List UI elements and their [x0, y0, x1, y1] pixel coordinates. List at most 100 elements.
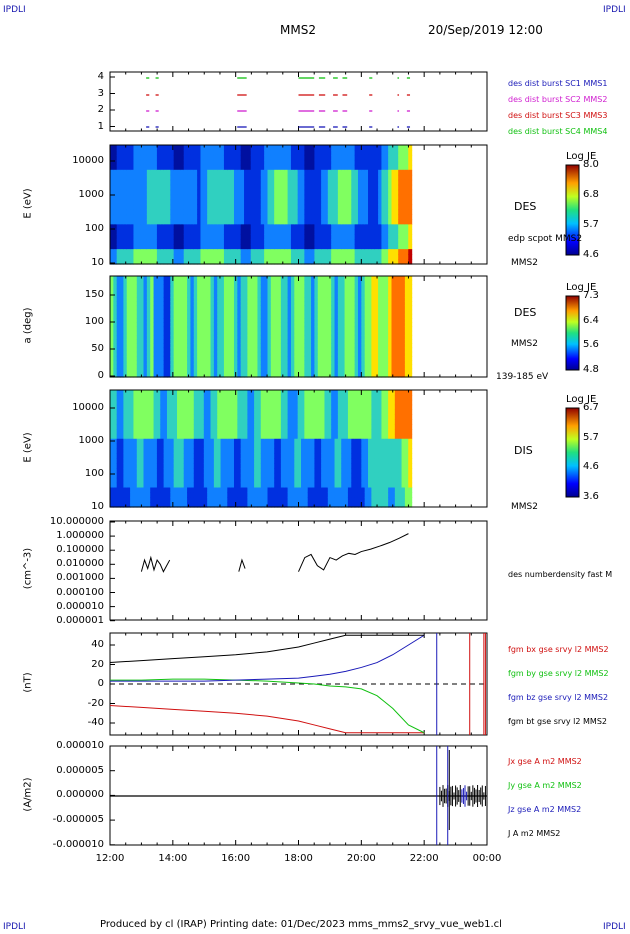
heatmap-cell — [337, 334, 342, 340]
heatmap-cell — [301, 164, 305, 171]
heatmap-cell — [368, 174, 372, 181]
heatmap-cell — [384, 334, 389, 340]
heatmap-cell — [361, 224, 366, 230]
heatmap-cell — [140, 477, 145, 484]
heatmap-cell — [257, 297, 262, 302]
heatmap-cell — [378, 297, 383, 302]
heatmap-cell — [408, 276, 413, 281]
heatmap-cell — [153, 214, 158, 220]
heatmap-cell — [357, 239, 362, 245]
heatmap-cell — [120, 305, 125, 311]
heatmap-cell — [187, 487, 192, 493]
heatmap-cell — [274, 174, 279, 181]
heatmap-cell — [136, 502, 141, 508]
heatmap-cell — [213, 189, 218, 196]
heatmap-cell — [401, 184, 406, 191]
heatmap-cell — [113, 159, 118, 166]
heatmap-cell — [163, 360, 168, 365]
heatmap-cell — [220, 159, 225, 166]
heatmap-cell — [173, 355, 178, 361]
heatmap-cell — [354, 174, 359, 181]
heatmap-cell — [197, 179, 202, 186]
heatmap-cell — [166, 244, 171, 250]
heatmap-cell — [166, 339, 171, 344]
heatmap-cell — [314, 351, 319, 357]
heatmap-cell — [394, 301, 399, 307]
heatmap-cell — [331, 259, 336, 265]
heatmap-cell — [381, 204, 386, 211]
heatmap-cell — [384, 249, 389, 255]
heatmap-cell — [110, 368, 114, 374]
heatmap-cell — [123, 318, 128, 323]
heatmap-cell — [143, 169, 148, 176]
heatmap-cell — [173, 305, 178, 311]
heatmap-cell — [146, 297, 151, 302]
heatmap-cell — [287, 194, 292, 201]
heatmap-cell — [304, 368, 309, 374]
heatmap-cell — [170, 259, 175, 265]
heatmap-cell — [317, 199, 322, 206]
heatmap-cell — [163, 189, 168, 196]
heatmap-cell — [388, 164, 393, 171]
heatmap-cell — [401, 154, 406, 161]
heatmap-cell — [398, 334, 403, 340]
heatmap-cell — [401, 364, 406, 370]
heatmap-cell — [120, 154, 125, 161]
heatmap-cell — [190, 179, 195, 186]
heatmap-cell — [371, 351, 376, 357]
heatmap-cell — [217, 154, 222, 161]
heatmap-cell — [304, 276, 309, 281]
heatmap-cell — [120, 347, 125, 353]
heatmap-cell — [177, 309, 181, 315]
heatmap-cell — [391, 351, 396, 357]
heatmap-cell — [391, 360, 396, 365]
heatmap-cell — [347, 334, 352, 340]
heatmap-cell — [270, 297, 275, 302]
heatmap-cell — [197, 234, 202, 240]
heatmap-cell — [294, 204, 299, 211]
heatmap-cell — [267, 368, 272, 374]
heatmap-cell — [143, 204, 148, 211]
heatmap-cell — [361, 249, 366, 255]
heatmap-cell — [250, 360, 255, 365]
heatmap-cell — [304, 189, 309, 196]
heatmap-cell — [130, 179, 135, 186]
heatmap-cell — [113, 209, 118, 216]
heatmap-cell — [294, 330, 299, 336]
heatmap-cell — [371, 204, 376, 211]
heatmap-cell — [260, 339, 265, 344]
heatmap-cell — [123, 288, 128, 294]
heatmap-cell — [388, 169, 393, 176]
heatmap-cell — [133, 199, 138, 206]
heatmap-cell — [334, 347, 339, 353]
heatmap-cell — [113, 424, 118, 430]
heatmap-cell — [156, 497, 161, 503]
heatmap-cell — [267, 305, 272, 311]
heatmap-cell — [324, 234, 329, 240]
heatmap-cell — [327, 330, 332, 336]
heatmap-cell — [170, 343, 175, 349]
heatmap-cell — [227, 249, 232, 255]
heatmap-cell — [173, 301, 178, 307]
heatmap-cell — [220, 169, 225, 176]
heatmap-cell — [126, 372, 131, 378]
heatmap-cell — [334, 199, 339, 206]
heatmap-cell — [197, 199, 202, 206]
heatmap-cell — [217, 189, 222, 196]
heatmap-cell — [324, 330, 329, 336]
heatmap-cell — [317, 318, 322, 323]
heatmap-cell — [146, 259, 151, 265]
heatmap-cell — [123, 347, 128, 353]
heatmap-cell — [213, 159, 218, 166]
heatmap-cell — [264, 204, 269, 211]
heatmap-cell — [170, 364, 175, 370]
heatmap-cell — [374, 339, 379, 344]
heatmap-cell — [344, 229, 349, 235]
heatmap-cell — [327, 347, 332, 353]
heatmap-cell — [113, 414, 118, 420]
heatmap-cell — [116, 244, 121, 250]
heatmap-cell — [294, 209, 299, 216]
heatmap-cell — [116, 174, 121, 181]
heatmap-cell — [247, 249, 252, 255]
heatmap-cell — [344, 219, 349, 225]
